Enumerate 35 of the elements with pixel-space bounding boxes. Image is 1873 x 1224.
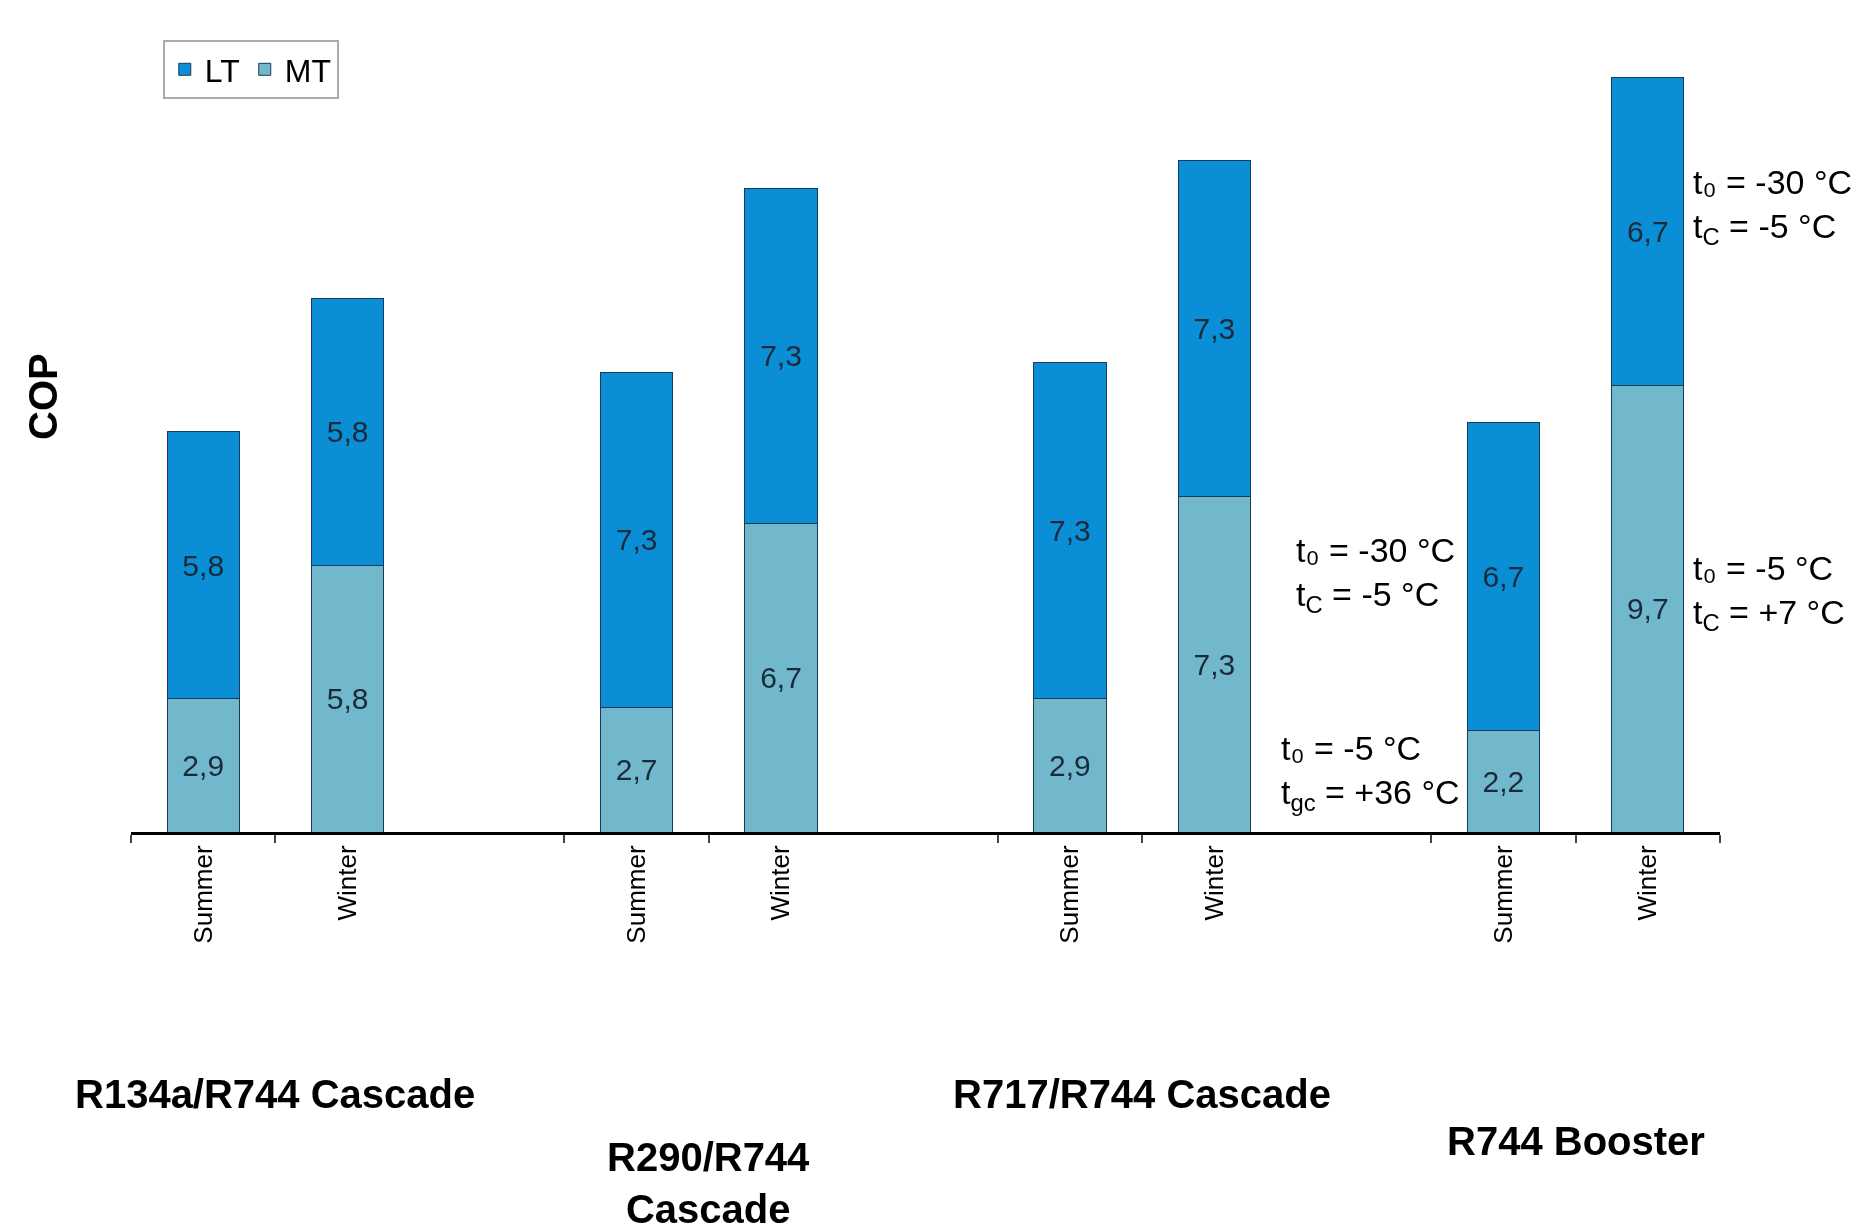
data-label: 2,9 bbox=[182, 748, 225, 782]
data-label: 5,8 bbox=[182, 548, 225, 582]
x-tick-label: Summer bbox=[1054, 845, 1085, 944]
data-label: 2,9 bbox=[1049, 748, 1091, 782]
annotation: t₀ = -30 °C t$_{C}$ = -5 °C bbox=[1296, 531, 1456, 619]
data-label: 6,7 bbox=[1626, 215, 1669, 249]
text: R134a/R744 Cascade bbox=[75, 1072, 476, 1116]
x-tick-label: Winter bbox=[332, 845, 363, 921]
y-axis-title: COP bbox=[21, 353, 66, 441]
data-label: 9,7 bbox=[1626, 592, 1669, 626]
x-tick-label: Winter bbox=[1198, 845, 1229, 921]
x-tick-label: Winter bbox=[1632, 845, 1663, 921]
data-label: 7,3 bbox=[760, 339, 802, 373]
data-label: 2,2 bbox=[1482, 764, 1525, 798]
data-label: 5,8 bbox=[326, 682, 369, 716]
annotation: t₀ = -5 °C t$_{C}$ = +7 °C bbox=[1693, 549, 1845, 637]
data-label: 6,7 bbox=[1482, 560, 1525, 594]
data-label: 5,8 bbox=[326, 415, 369, 449]
legend-label: MT bbox=[284, 52, 331, 89]
legend-label: LT bbox=[204, 52, 240, 89]
data-label: 7,3 bbox=[1193, 647, 1236, 681]
annotation: t₀ = -30 °C t$_{C}$ = -5 °C bbox=[1693, 163, 1853, 251]
data-label: 6,7 bbox=[760, 661, 802, 695]
text: R717/R744 Cascade bbox=[953, 1072, 1332, 1116]
x-tick-label: Summer bbox=[621, 845, 652, 944]
text: R290/R744 Cascade bbox=[607, 1135, 811, 1224]
data-label: 7,3 bbox=[1193, 311, 1236, 345]
x-tick-label: Summer bbox=[1487, 845, 1518, 944]
text: R744 Booster bbox=[1447, 1119, 1705, 1163]
data-label: 7,3 bbox=[1049, 514, 1091, 548]
annotation: t₀ = -5 °C t$_{gc}$ = +36 °C bbox=[1281, 729, 1460, 817]
x-tick-label: Winter bbox=[765, 845, 796, 921]
data-label: 2,7 bbox=[615, 753, 658, 787]
x-tick-label: Summer bbox=[187, 845, 218, 944]
data-label: 7,3 bbox=[615, 523, 658, 557]
